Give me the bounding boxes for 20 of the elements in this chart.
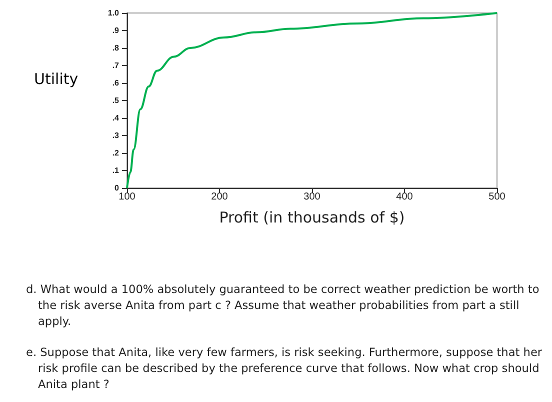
y-tick-label: .1 [112,166,120,175]
y-axis-title: Utility [34,70,78,88]
y-tick-label: 1.0 [108,8,120,18]
x-tick-label: 400 [396,192,414,202]
y-tick-label: .2 [112,148,120,158]
y-tick-label: .3 [112,131,120,140]
text: d. What would a 100% absolutely guaranteed to be correct weather prediction be worth to the risk averse Anita from part c ? Assume that weather probabilities from part a still apply. [26,282,540,330]
y-tick-label: .9 [112,26,120,35]
y-tick-label: .5 [112,96,120,105]
x-axis-title: Profit (in thousands of $) [219,208,405,226]
y-tick-label: .6 [112,78,120,88]
x-tick-label: 500 [488,192,506,202]
x-tick-label: 100 [118,192,136,202]
x-tick-label: 300 [304,192,321,202]
y-tick-label: 0 [114,184,120,192]
y-tick-label: .4 [112,114,120,122]
x-tick-label: 200 [211,192,228,202]
y-tick-label: .8 [112,44,120,52]
y-tick-label: .7 [112,61,120,70]
text: e. Suppose that Anita, like very few farmers, is risk seeking. Furthermore, suppose that her risk profile can be described by the preference curve that follows. Now what crop should Anita plant ? [26,345,544,393]
